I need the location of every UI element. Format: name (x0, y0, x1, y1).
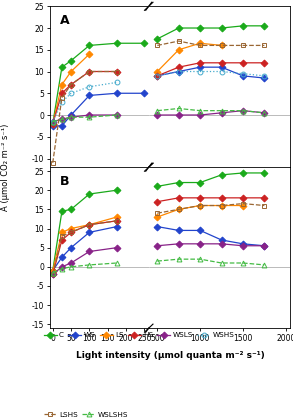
Text: A (μmol CO₂ m⁻² s⁻¹): A (μmol CO₂ m⁻² s⁻¹) (1, 123, 11, 211)
Text: B: B (60, 175, 69, 188)
Text: Light intensity (μmol quanta m⁻² s⁻¹): Light intensity (μmol quanta m⁻² s⁻¹) (76, 351, 264, 360)
Text: A: A (60, 14, 69, 27)
Legend: LSHS, WSLSHS: LSHS, WSLSHS (44, 412, 128, 418)
